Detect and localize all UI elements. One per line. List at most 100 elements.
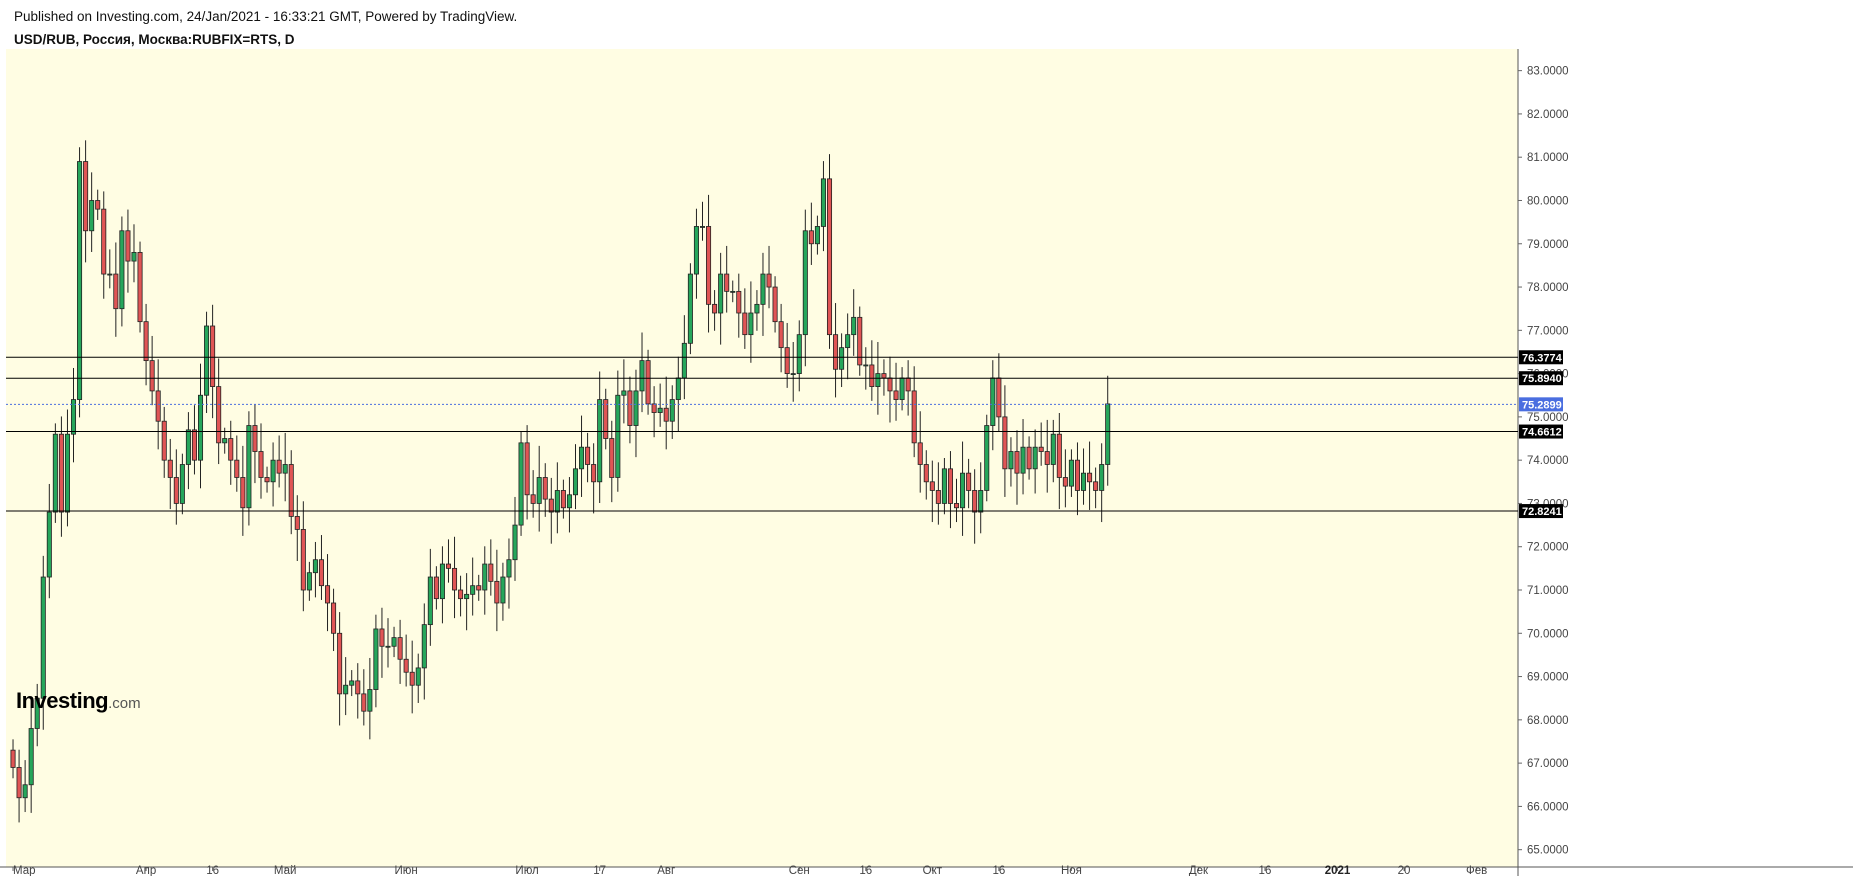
- candle: [240, 445, 246, 536]
- price-tick-label: 66.0000: [1527, 801, 1569, 813]
- candle: [373, 614, 379, 708]
- candle-body-up: [28, 728, 34, 786]
- candle-body-up: [179, 464, 185, 504]
- candle: [572, 444, 579, 510]
- candle: [978, 462, 984, 534]
- candle: [1026, 436, 1032, 480]
- candle-body-up: [566, 494, 572, 509]
- candle: [893, 362, 899, 421]
- time-tick-label: Май: [274, 865, 297, 876]
- candle-body-down: [881, 373, 887, 379]
- candle: [693, 208, 699, 299]
- candle-body-up: [863, 364, 869, 367]
- candle: [1074, 442, 1080, 516]
- candle-body-down: [337, 632, 343, 695]
- candle: [270, 442, 276, 507]
- candle: [89, 172, 95, 252]
- time-tick-label: Дек: [1189, 865, 1209, 876]
- candle: [101, 191, 107, 299]
- price-tick-label: 70.0000: [1527, 628, 1569, 640]
- candle-body-down: [476, 585, 482, 591]
- candle: [403, 634, 409, 687]
- horizontal-levels: 76.3774 75.8940 74.6612 72.8241 75.2899: [6, 350, 1563, 519]
- candle: [500, 562, 506, 621]
- candle-body-up: [52, 433, 58, 513]
- candle-body-down: [264, 477, 270, 483]
- candle-body-up: [40, 576, 46, 699]
- candle-body-up: [204, 325, 210, 396]
- candle: [264, 466, 270, 493]
- candle-body-down: [325, 585, 331, 604]
- candle-body-down: [712, 303, 718, 314]
- candle-body-down: [911, 390, 917, 444]
- candle-body-down: [808, 230, 814, 245]
- time-tick-label: Авг: [657, 865, 675, 876]
- level-label: 72.8241: [1522, 506, 1562, 518]
- level-label-box: [1519, 504, 1563, 519]
- time-tick-label: 20: [1398, 865, 1411, 876]
- candle-body-down: [651, 403, 657, 413]
- candle: [972, 469, 978, 544]
- candle-body-down: [530, 494, 536, 504]
- candle: [657, 383, 663, 427]
- candle-body-down: [966, 472, 972, 491]
- candle: [143, 303, 149, 386]
- candle-body-up: [131, 252, 137, 262]
- candle-body-up: [615, 394, 621, 478]
- candle-body-down: [155, 390, 161, 422]
- candle: [857, 306, 863, 376]
- candle: [669, 385, 675, 439]
- candle-body-down: [83, 161, 89, 232]
- candle-body-up: [367, 689, 373, 712]
- candle-body-up: [633, 390, 639, 426]
- time-tick-label: Окт: [923, 865, 943, 876]
- candle-body-up: [1020, 446, 1026, 474]
- candle: [28, 696, 34, 813]
- candle: [210, 304, 216, 419]
- candle-body-down: [706, 226, 712, 305]
- candle: [609, 420, 615, 503]
- candle: [331, 588, 337, 652]
- candle-body-up: [70, 399, 77, 435]
- candle: [379, 607, 385, 678]
- candle: [778, 303, 784, 373]
- candle-body-down: [1014, 451, 1020, 474]
- candle: [802, 209, 808, 367]
- time-axis[interactable]: Мар Апр 16 Май Июн Июл 17 Авг Сен 16 Окт 16 Ноя Дек 16…: [12, 865, 1487, 876]
- candle-body-down: [288, 464, 294, 517]
- plot-area[interactable]: [6, 49, 1518, 867]
- price-axis[interactable]: 65.0000 66.0000 67.0000 68.0000 69.0000 70.00…: [1518, 66, 1569, 857]
- candle: [107, 249, 113, 289]
- time-tick-label: Июн: [395, 865, 418, 876]
- candle-body-down: [409, 671, 415, 686]
- candle: [34, 683, 40, 747]
- candle-body-down: [627, 390, 633, 426]
- candle: [591, 443, 597, 514]
- candle: [306, 561, 312, 601]
- candle-body-down: [893, 390, 899, 400]
- candle: [113, 242, 119, 337]
- candle-body-down: [585, 446, 591, 465]
- candle: [524, 425, 530, 520]
- candle: [923, 450, 929, 500]
- candle-body-up: [754, 303, 760, 314]
- candle: [579, 415, 585, 497]
- price-tick-label: 67.0000: [1527, 758, 1569, 770]
- candle: [439, 546, 445, 624]
- candle: [421, 603, 427, 700]
- candle-body-up: [1032, 446, 1038, 470]
- candle: [929, 460, 935, 523]
- candle: [385, 618, 391, 668]
- candle-body-up: [875, 373, 881, 387]
- time-tick-label: Фев: [1466, 865, 1487, 876]
- candle-body-down: [143, 321, 149, 362]
- candle: [125, 209, 131, 293]
- candle-body-down: [917, 442, 923, 465]
- candle: [845, 313, 851, 380]
- candle-body-up: [119, 230, 125, 310]
- candle: [790, 342, 796, 402]
- candle: [470, 557, 476, 616]
- candle: [1087, 441, 1093, 510]
- price-tick-label: 82.0000: [1527, 109, 1569, 121]
